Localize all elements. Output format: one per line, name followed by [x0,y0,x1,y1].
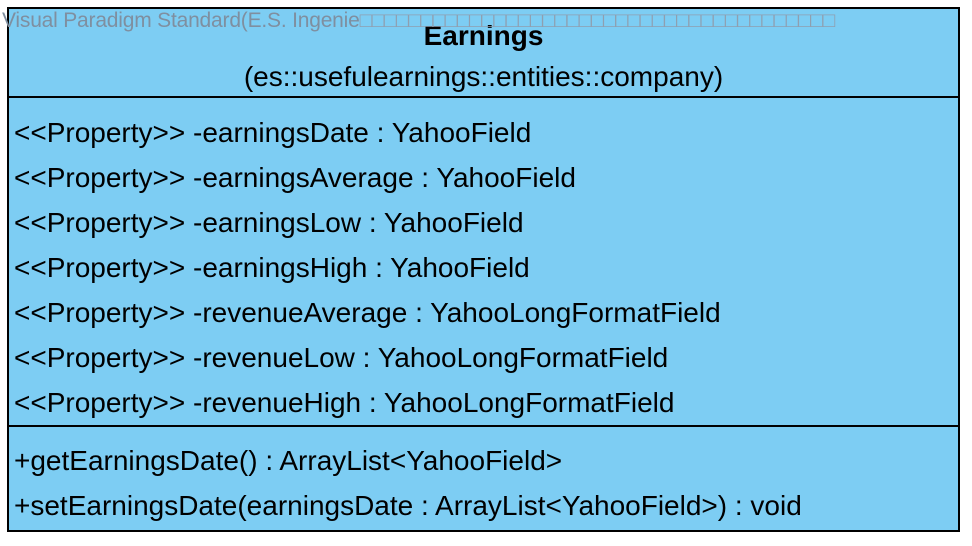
attribute-row: <<Property>> -earningsLow : YahooField [14,207,524,238]
uml-class-box[interactable]: Earnings (es::usefulearnings::entities::… [7,7,960,532]
attribute-row: <<Property>> -earningsDate : YahooField [14,117,532,148]
class-package: (es::usefulearnings::entities::company) [243,61,724,92]
attribute-row: <<Property>> -revenueLow : YahooLongForm… [14,342,669,373]
attribute-row: <<Property>> -earningsAverage : YahooFie… [14,162,576,193]
attribute-row: <<Property>> -revenueAverage : YahooLong… [14,297,721,328]
attributes-compartment: <<Property>> -earningsDate : YahooField … [9,98,958,427]
attribute-row: <<Property>> -earningsHigh : YahooField [14,252,530,283]
operation-row: +setEarningsDate(earningsDate : ArrayLis… [14,490,802,521]
operation-row: +getEarningsDate() : ArrayList<YahooFiel… [14,445,563,476]
attribute-row: <<Property>> -revenueHigh : YahooLongFor… [14,387,675,418]
class-name: Earnings [423,20,544,51]
class-name-compartment: Earnings (es::usefulearnings::entities::… [9,9,958,98]
operations-compartment: +getEarningsDate() : ArrayList<YahooFiel… [9,427,958,528]
